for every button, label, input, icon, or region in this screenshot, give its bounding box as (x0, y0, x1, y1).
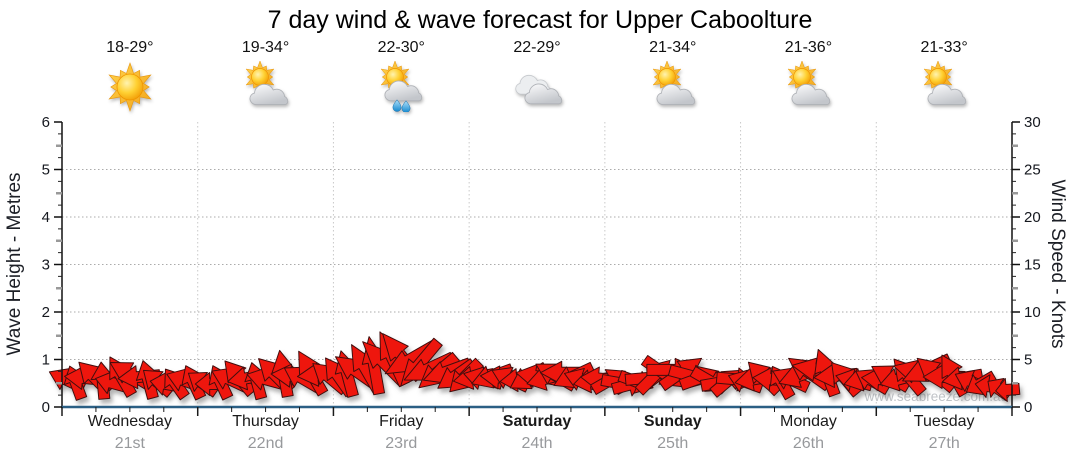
svg-text:1: 1 (42, 352, 50, 369)
day-label: Wednesday (87, 413, 172, 430)
temperature-row: 18-29° 19-34° 22-30° 22-29° 21-34° 21-36… (62, 39, 1012, 57)
svg-text:25: 25 (1024, 162, 1041, 179)
date-label: 27th (928, 435, 960, 452)
svg-text:10: 10 (1024, 304, 1041, 321)
temperature-label: 21-36° (784, 39, 833, 56)
day-labels-row: Wednesday 21st Thursday 22nd Friday 23rd… (62, 413, 1012, 453)
temperature-label: 21-33° (920, 39, 968, 56)
svg-text:15: 15 (1024, 257, 1041, 274)
temperature-label: 22-30° (377, 39, 425, 56)
sun-cloud-icon (647, 60, 699, 112)
day-label: Friday (379, 413, 424, 430)
sun-icon (104, 60, 156, 112)
temperature-label: 18-29° (106, 39, 154, 56)
day-label: Tuesday (913, 413, 975, 430)
svg-text:5: 5 (1024, 352, 1032, 369)
date-label: 25th (657, 435, 689, 452)
day-label: Sunday (643, 413, 702, 430)
svg-text:5: 5 (42, 162, 50, 179)
day-label: Monday (779, 413, 837, 430)
svg-text:6: 6 (42, 114, 50, 131)
page-title: 7 day wind & wave forecast for Upper Cab… (267, 6, 813, 34)
svg-text:2: 2 (42, 304, 50, 321)
date-label: 24th (521, 435, 553, 452)
day-label: Saturday (502, 413, 572, 430)
svg-text:30: 30 (1024, 114, 1041, 131)
day-label: Thursday (232, 413, 299, 430)
svg-text:20: 20 (1024, 209, 1041, 226)
clouds-icon (511, 60, 563, 112)
temperature-label: 19-34° (241, 39, 290, 56)
temperature-label: 21-34° (649, 39, 697, 56)
sun-cloud-icon (240, 60, 292, 112)
date-label: 21st (114, 435, 145, 452)
wind-arrow-band (48, 331, 1021, 402)
sun-cloud-icon (782, 60, 834, 112)
svg-text:0: 0 (42, 399, 50, 416)
svg-text:4: 4 (42, 209, 50, 226)
svg-text:3: 3 (42, 257, 50, 274)
weather-icons-row (62, 60, 1012, 116)
sun-cloud-icon (918, 60, 970, 112)
temperature-label: 22-29° (513, 39, 561, 56)
svg-text:0: 0 (1024, 399, 1032, 416)
date-label: 22nd (247, 435, 284, 452)
date-label: 26th (792, 435, 825, 452)
date-label: 23rd (385, 435, 418, 452)
